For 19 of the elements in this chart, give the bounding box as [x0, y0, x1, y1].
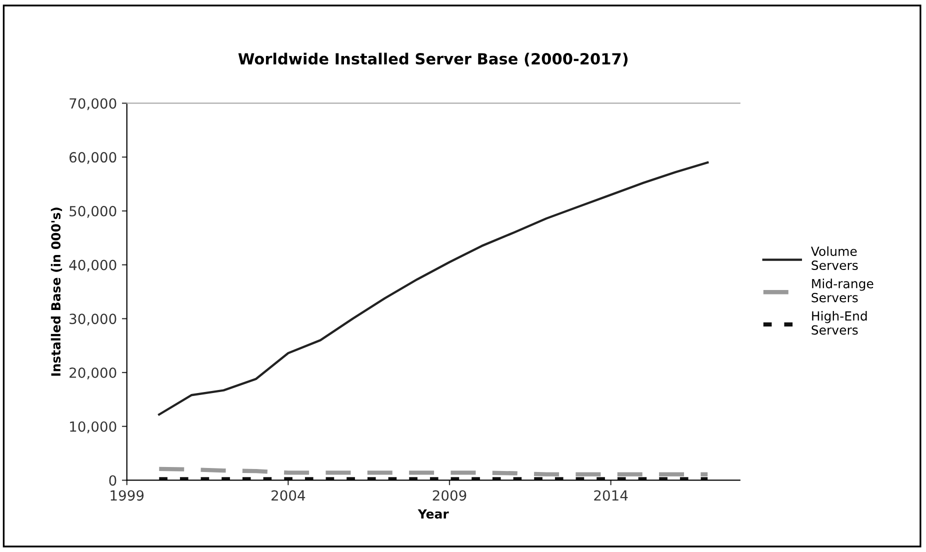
y-tick-label: 40,000 [69, 260, 116, 272]
y-tick-label: 0 [109, 475, 116, 486]
x-axis-title: Year [418, 509, 449, 519]
x-tick-label: 1999 [110, 490, 144, 501]
chart-title: Worldwide Installed Server Base (2000-2017) [238, 52, 628, 66]
y-tick-label: 60,000 [70, 152, 116, 164]
x-tick-label: 2014 [594, 490, 628, 501]
y-tick-label: 30,000 [70, 314, 116, 326]
legend-label: Mid-range Servers [812, 278, 874, 302]
line-series [158, 161, 709, 416]
y-tick-label: 20,000 [70, 367, 116, 380]
x-tick-label: 2009 [432, 490, 466, 501]
x-tick-label: 2004 [272, 490, 306, 501]
y-tick-label: 10,000 [70, 421, 116, 434]
y-tick-label: 50,000 [70, 206, 116, 218]
y-axis-title: Installed Base (in 000's) [50, 208, 62, 376]
legend-label: High-End Servers [812, 311, 867, 335]
legend-label: Volume Servers [810, 246, 858, 270]
y-tick-label: 70,000 [70, 98, 116, 110]
